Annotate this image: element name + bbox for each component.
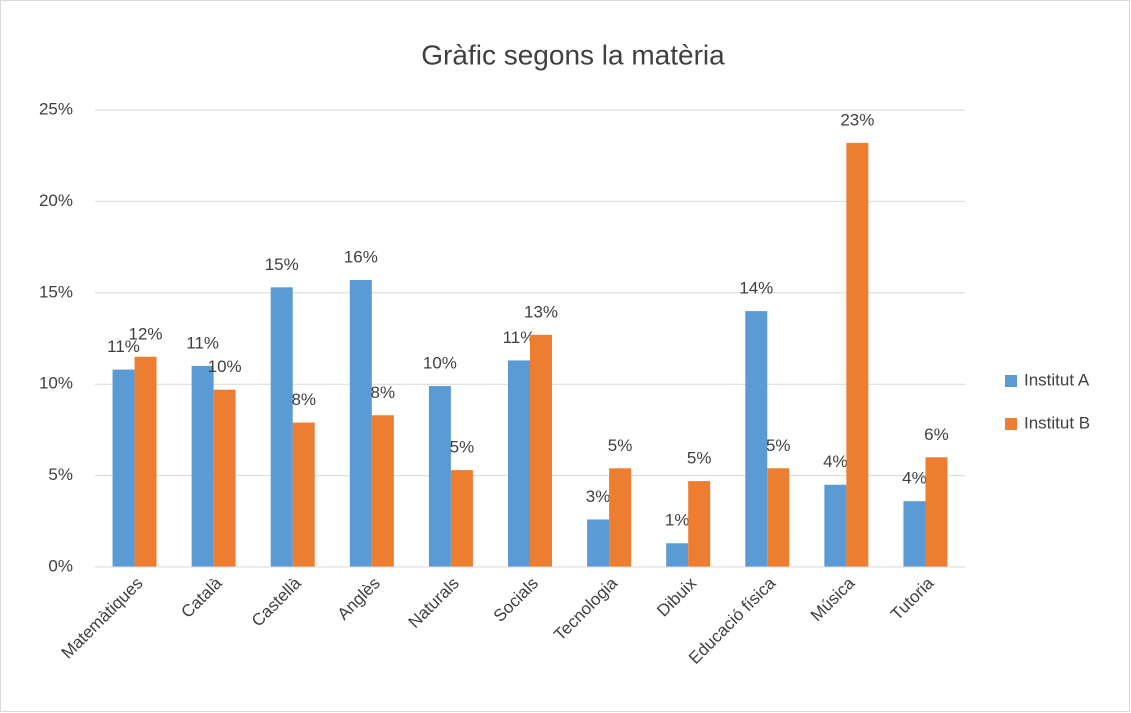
- bar: [292, 422, 315, 567]
- value-label: 11%: [186, 333, 219, 352]
- value-label: 11%: [503, 328, 536, 347]
- y-tick-label: 0%: [48, 556, 73, 575]
- value-label: 13%: [524, 302, 558, 321]
- value-label: 15%: [265, 255, 299, 274]
- chart-title: Gràfic segons la matèria: [421, 39, 725, 70]
- value-label: 5%: [450, 438, 475, 457]
- y-tick-label: 25%: [39, 99, 73, 118]
- value-label: 4%: [823, 452, 848, 471]
- value-label: 10%: [423, 354, 457, 373]
- bar: [508, 360, 530, 567]
- value-label: 5%: [687, 449, 712, 468]
- bar: [450, 470, 473, 567]
- y-tick-label: 20%: [39, 191, 73, 210]
- bar: [134, 356, 157, 567]
- bar: [745, 311, 768, 567]
- value-label: 23%: [840, 110, 874, 129]
- legend-label: Institut A: [1024, 370, 1090, 389]
- value-label: 12%: [129, 324, 163, 343]
- value-label: 3%: [586, 487, 611, 506]
- value-label: 8%: [291, 390, 316, 409]
- bar: [846, 142, 869, 568]
- y-tick-label: 10%: [39, 374, 73, 393]
- value-label: 4%: [902, 469, 927, 488]
- value-label: 8%: [371, 383, 396, 402]
- bar: [191, 365, 214, 567]
- value-label: 10%: [208, 357, 242, 376]
- value-label: 1%: [665, 511, 690, 530]
- legend-label: Institut B: [1024, 413, 1090, 432]
- value-label: 14%: [739, 279, 773, 298]
- value-label: 6%: [924, 425, 949, 444]
- bar: [530, 334, 552, 567]
- legend-swatch: [1005, 375, 1017, 387]
- value-label: 5%: [766, 436, 791, 455]
- bar: [112, 369, 135, 567]
- y-tick-label: 5%: [48, 465, 73, 484]
- bar: [688, 481, 711, 567]
- bar: [349, 280, 372, 567]
- bar: [925, 457, 948, 567]
- bar: [587, 519, 610, 567]
- bar: [903, 501, 926, 567]
- legend-swatch: [1005, 418, 1017, 430]
- bar: [270, 287, 293, 567]
- value-label: 5%: [608, 436, 633, 455]
- value-label: 11%: [107, 337, 140, 356]
- bar: [371, 415, 394, 567]
- bar: [428, 386, 451, 567]
- bar: [666, 543, 689, 567]
- value-label: 16%: [344, 247, 378, 266]
- bar: [213, 389, 236, 567]
- y-tick-label: 15%: [39, 282, 73, 301]
- bar: [824, 484, 847, 567]
- bar: [767, 468, 790, 567]
- bar: [609, 468, 632, 567]
